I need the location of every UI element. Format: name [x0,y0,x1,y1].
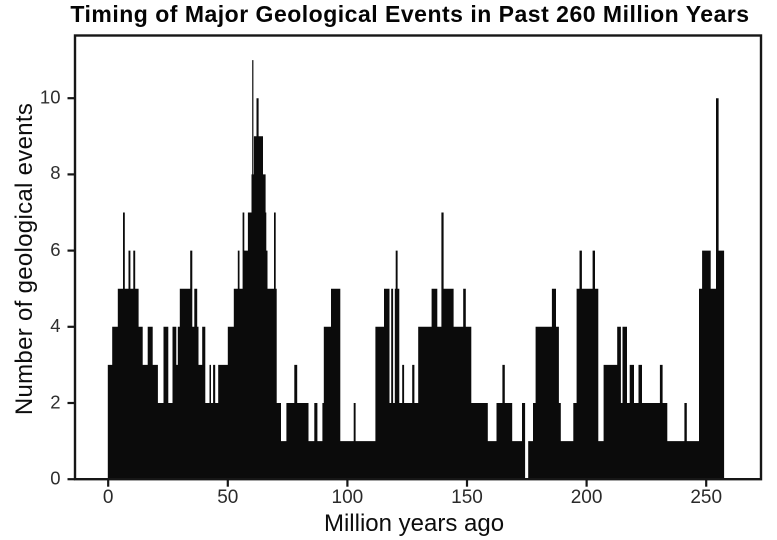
svg-text:200: 200 [571,487,603,508]
svg-text:0: 0 [50,468,60,489]
svg-text:8: 8 [50,162,60,183]
svg-text:6: 6 [50,239,60,260]
svg-text:2: 2 [50,391,60,412]
svg-text:50: 50 [217,487,238,508]
svg-text:150: 150 [451,487,483,508]
svg-text:0: 0 [103,487,114,508]
svg-text:Number of geological events: Number of geological events [11,103,38,415]
svg-text:4: 4 [50,315,60,336]
svg-text:Million years ago: Million years ago [324,510,504,537]
svg-text:100: 100 [332,487,364,508]
svg-text:10: 10 [40,87,61,108]
svg-text:Timing of Major Geological Eve: Timing of Major Geological Events in Pas… [70,1,749,27]
svg-text:250: 250 [690,487,722,508]
